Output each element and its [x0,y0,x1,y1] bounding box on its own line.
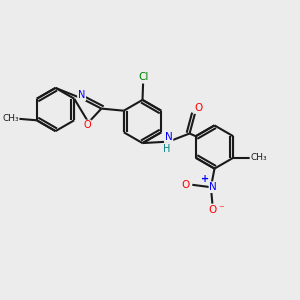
Text: N: N [209,182,217,192]
Text: ⁻: ⁻ [218,205,224,215]
Text: +: + [201,174,210,184]
Text: N: N [78,90,85,100]
Text: O: O [194,103,203,113]
Text: CH₃: CH₃ [2,114,19,123]
Text: H: H [164,144,171,154]
Text: N: N [165,132,172,142]
Text: O: O [182,180,190,190]
Text: CH₃: CH₃ [250,153,267,162]
Text: O: O [208,205,217,215]
Text: Cl: Cl [138,72,148,82]
Text: O: O [83,120,91,130]
